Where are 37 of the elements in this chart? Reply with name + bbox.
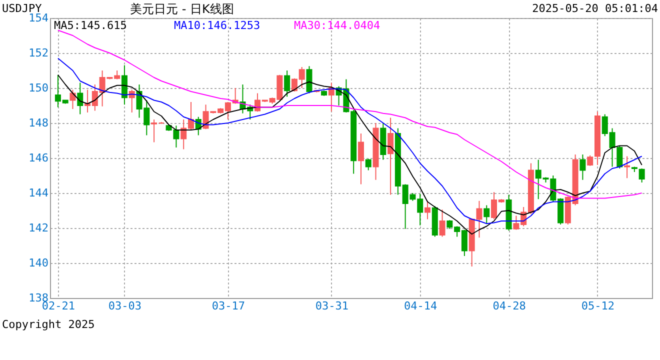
text: MA30:144.0404 (294, 19, 380, 32)
x-tick-label: 04-14 (404, 300, 438, 312)
candlestick (580, 154, 586, 180)
candlestick (424, 200, 430, 220)
candlestick (624, 156, 630, 179)
candlestick (121, 64, 128, 106)
candlestick (77, 82, 84, 115)
y-tick-label: 144 (28, 186, 49, 200)
y-tick-label: 140 (28, 256, 48, 270)
text: MA5:145.615 (54, 19, 127, 32)
y-tick-label: 148 (28, 116, 48, 130)
x-tick-label: 05-12 (581, 300, 615, 312)
candlestick (306, 66, 312, 94)
candlestick (439, 209, 446, 238)
line-series (57, 30, 642, 199)
x-tick-label: 04-28 (492, 300, 526, 312)
chart-title: 美元日元 - 日K线图 (130, 2, 234, 16)
candlestick (358, 133, 364, 185)
y-tick-label: 152 (28, 46, 48, 60)
y-tick-label: 150 (28, 82, 48, 94)
x-tick-label: 02-21 (42, 300, 76, 312)
text: 2025-05-20 05:01:04 (532, 2, 658, 15)
x-tick-label: 03-17 (212, 300, 246, 312)
candlestick (151, 119, 158, 143)
y-tick-label: 142 (28, 222, 48, 234)
candlestick (484, 204, 490, 224)
candlestick (388, 117, 394, 196)
candlestick (365, 158, 372, 171)
candlestick (638, 168, 645, 183)
candlestick (284, 70, 290, 98)
y-tick-label: 146 (28, 152, 48, 164)
candlestick (70, 89, 76, 110)
line-series (57, 58, 642, 224)
x-tick-label: 03-31 (315, 300, 348, 312)
text: Copyright 2025 (2, 318, 95, 331)
x-tick-label: 03-03 (108, 300, 142, 312)
text: MA10:146.1253 (174, 19, 260, 32)
